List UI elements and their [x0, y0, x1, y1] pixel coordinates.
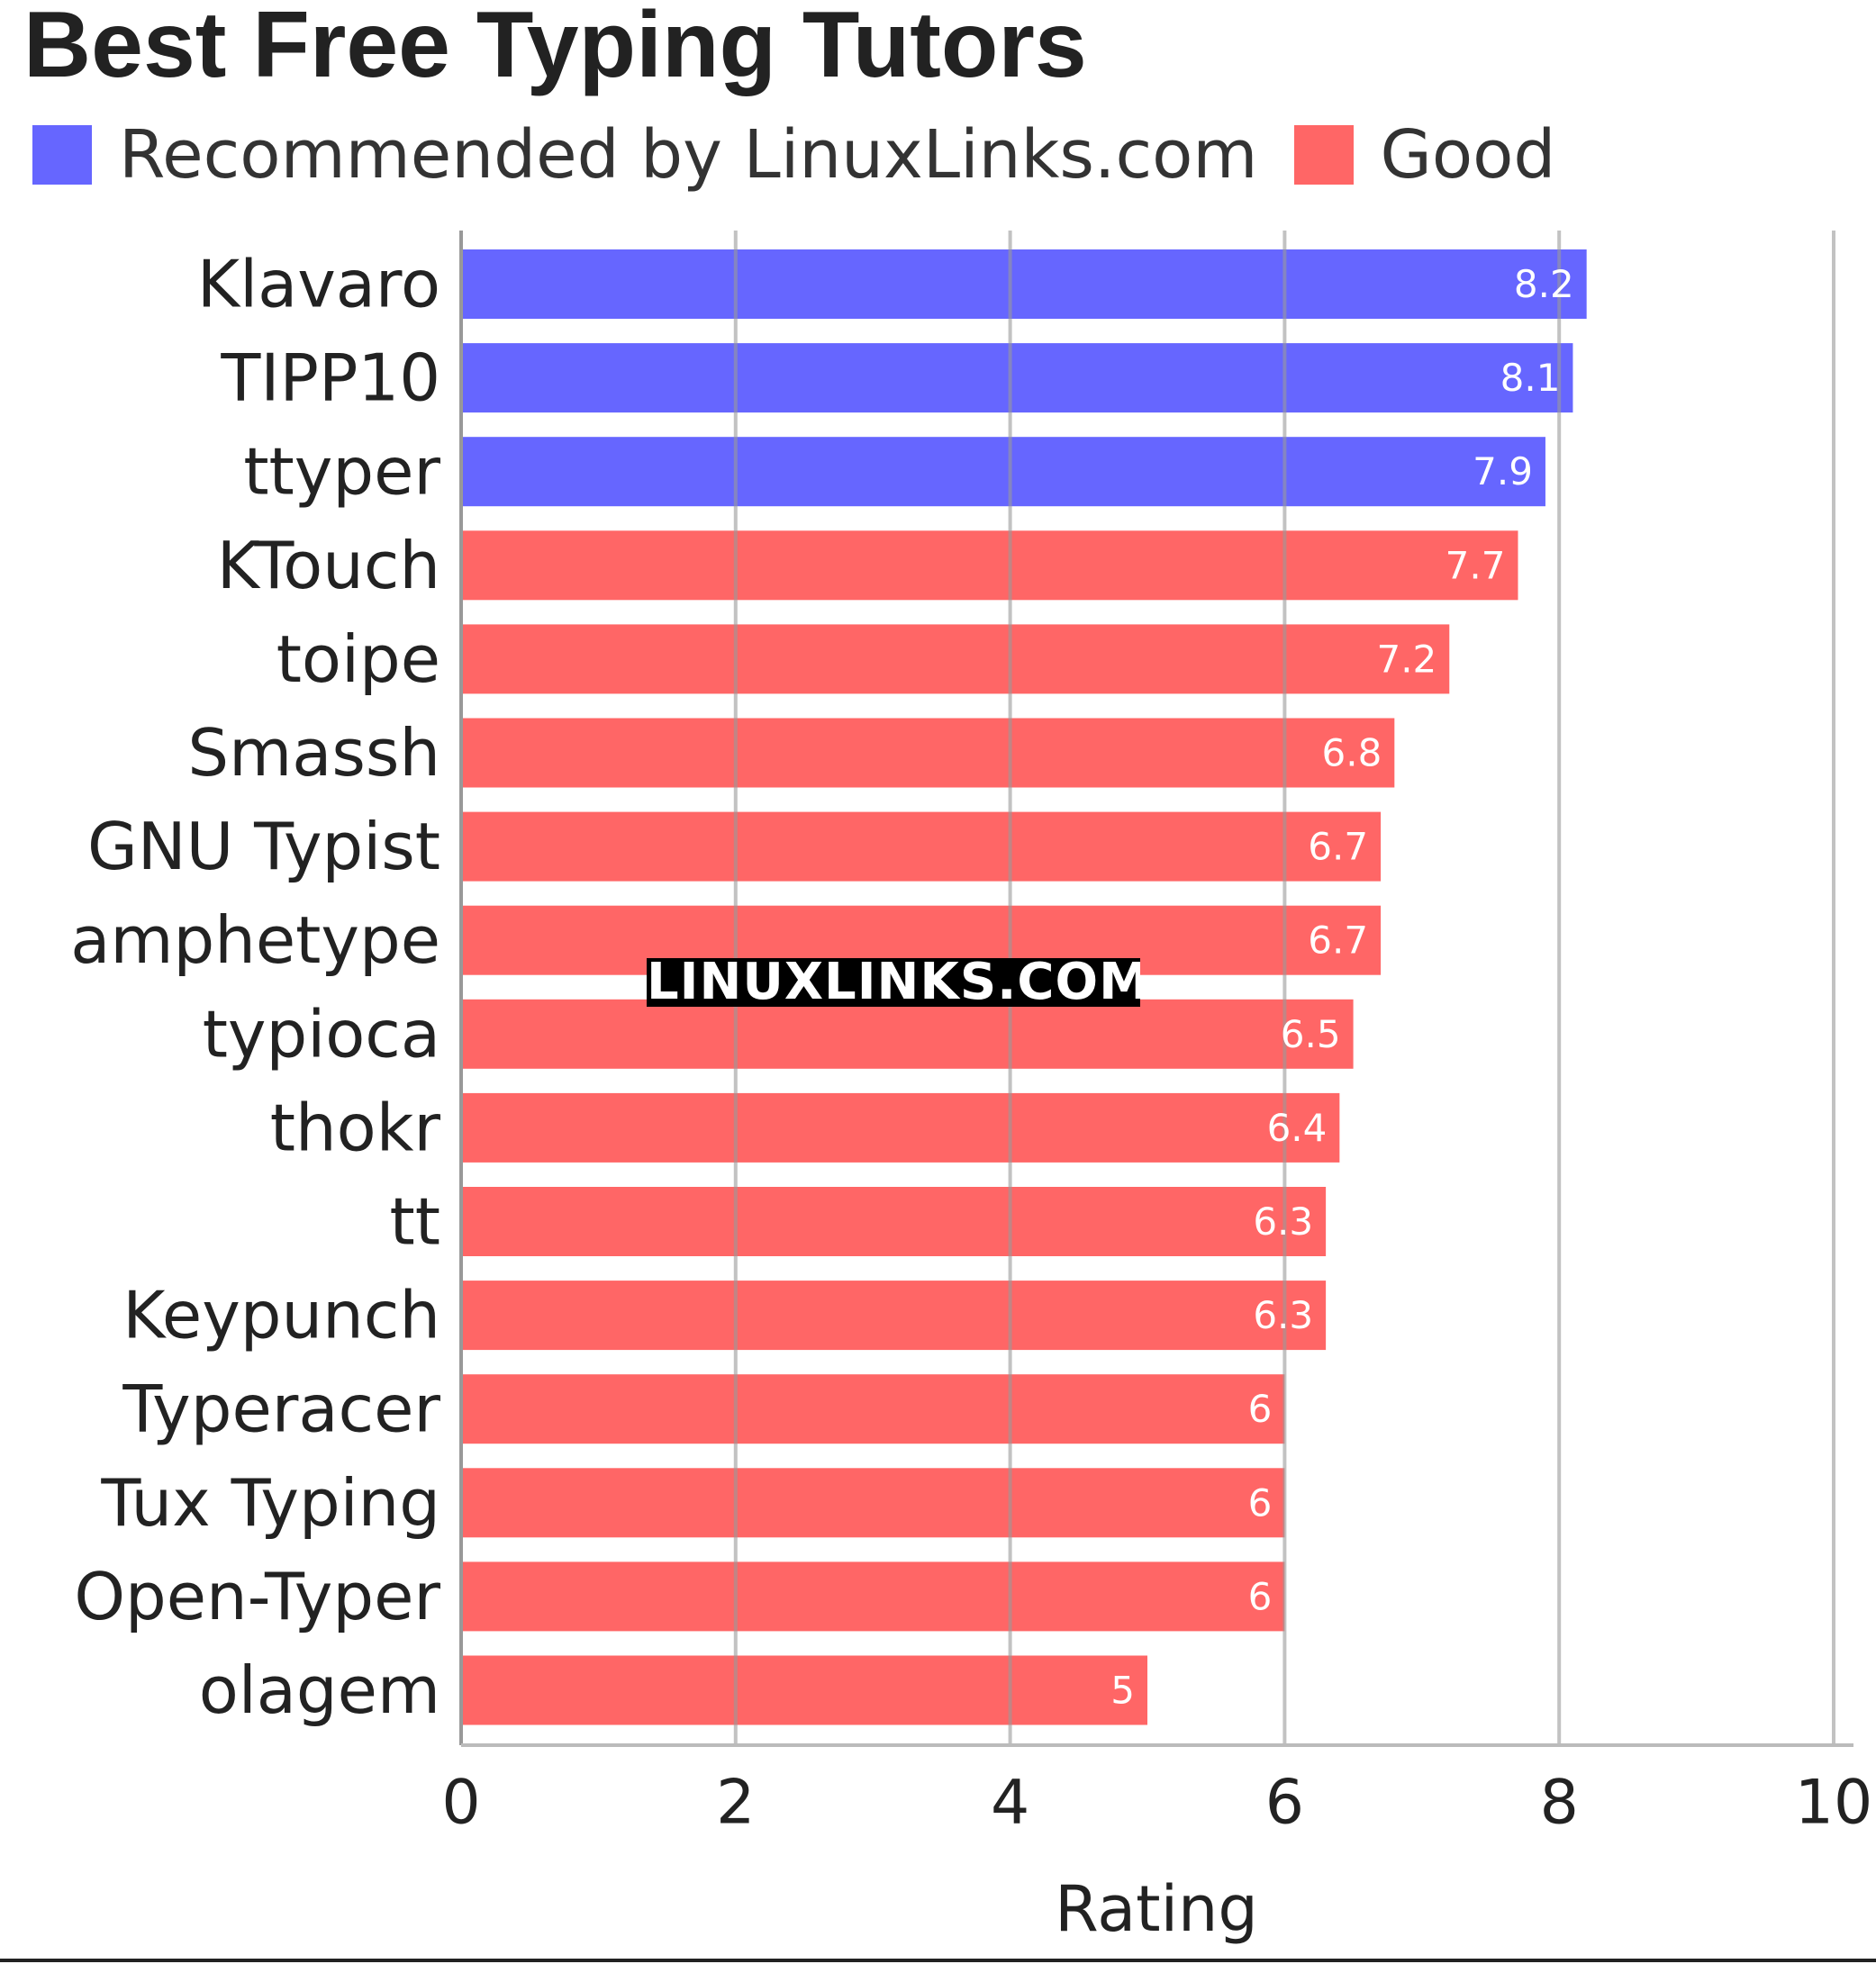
x-tick-label: 0 — [441, 1768, 480, 1839]
category-label: TIPP10 — [220, 340, 440, 416]
x-tick-label: 2 — [716, 1768, 755, 1839]
bar-tt — [461, 1187, 1327, 1256]
category-label: GNU Typist — [87, 809, 440, 884]
value-label: 6.7 — [1308, 919, 1368, 963]
x-tick-label: 10 — [1795, 1768, 1873, 1839]
bar-ttyper — [461, 437, 1545, 507]
legend-item-good: Good — [1293, 116, 1556, 194]
x-tick-label: 6 — [1265, 1768, 1304, 1839]
legend-swatch-good — [1293, 125, 1354, 185]
bar-open-typer — [461, 1561, 1285, 1632]
bar-tux-typing — [461, 1468, 1285, 1538]
legend-swatch-recommended — [32, 125, 92, 185]
value-label: 6.8 — [1322, 731, 1382, 775]
bar-klavaro — [461, 249, 1587, 319]
legend-label-good: Good — [1380, 116, 1556, 194]
bar-thokr — [461, 1092, 1340, 1163]
value-label: 8.2 — [1514, 262, 1574, 306]
category-label: thokr — [270, 1090, 441, 1165]
category-label: toipe — [276, 621, 440, 697]
category-label: tt — [390, 1184, 440, 1260]
legend: Recommended by LinuxLinks.com Good — [32, 116, 1591, 194]
value-label: 7.9 — [1473, 449, 1533, 493]
bar-ktouch — [461, 530, 1518, 601]
legend-item-recommended: Recommended by LinuxLinks.com — [32, 116, 1258, 194]
value-label: 5 — [1110, 1669, 1135, 1713]
category-label: ttyper — [243, 434, 440, 510]
category-label: Typeracer — [122, 1371, 440, 1447]
value-label: 6 — [1248, 1574, 1273, 1618]
category-label: KTouch — [217, 528, 440, 603]
x-tick-label: 8 — [1540, 1768, 1579, 1839]
category-label: typioca — [203, 996, 440, 1072]
category-label: Tux Typing — [100, 1465, 440, 1541]
bar-toipe — [461, 624, 1450, 694]
value-label: 6 — [1248, 1387, 1273, 1431]
x-tick-label: 4 — [991, 1768, 1029, 1839]
bar-olagem — [461, 1655, 1147, 1725]
chart-title: Best Free Typing Tutors — [23, 0, 1087, 97]
category-label: olagem — [199, 1652, 440, 1728]
value-label: 7.2 — [1376, 637, 1436, 681]
value-label: 6.3 — [1253, 1293, 1313, 1337]
value-label: 6.4 — [1267, 1106, 1328, 1150]
value-label: 6.3 — [1253, 1199, 1313, 1244]
bar-keypunch — [461, 1281, 1327, 1351]
bar-typioca — [461, 999, 1354, 1069]
category-label: Keypunch — [122, 1278, 440, 1353]
value-label: 6.5 — [1281, 1012, 1341, 1056]
bar-tipp10 — [461, 343, 1573, 413]
category-label: Smassh — [187, 715, 440, 791]
x-axis-title: Rating — [1055, 1872, 1258, 1946]
category-label: Klavaro — [197, 247, 440, 322]
bar-typeracer — [461, 1374, 1285, 1444]
bottom-rule — [0, 1959, 1876, 1962]
watermark: LINUXLINKS.COM — [647, 958, 1140, 1007]
labels-layer: Klavaro 8.2 TIPP10 8.1 ttyper 7.9 KTouch 7.7 toi… — [70, 247, 1872, 1947]
bar-gnu-typist — [461, 811, 1382, 882]
value-label: 7.7 — [1446, 543, 1506, 587]
legend-label-recommended: Recommended by LinuxLinks.com — [119, 116, 1258, 194]
bar-smassh — [461, 718, 1395, 788]
category-label: amphetype — [70, 902, 440, 978]
category-label: Open-Typer — [74, 1559, 440, 1634]
value-label: 8.1 — [1500, 356, 1561, 400]
value-label: 6 — [1248, 1480, 1273, 1525]
value-label: 6.7 — [1308, 825, 1368, 869]
